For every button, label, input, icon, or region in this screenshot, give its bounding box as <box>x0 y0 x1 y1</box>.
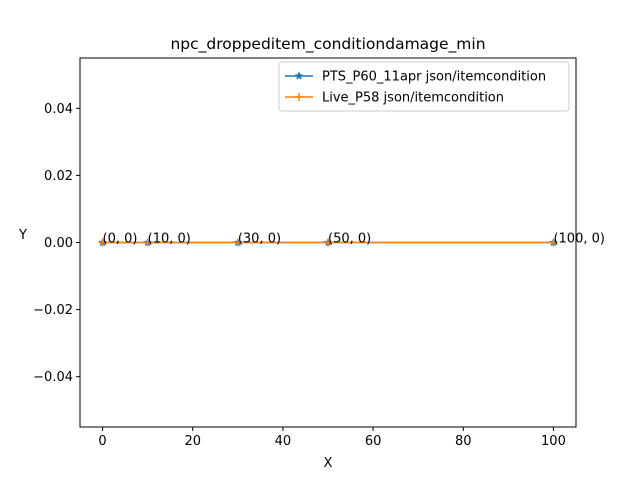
data-point <box>233 238 242 247</box>
legend-marker <box>294 71 304 80</box>
legend-label: PTS_P60_11apr json/itemcondition <box>322 70 546 85</box>
legend-box <box>278 61 570 112</box>
y-tick-label: 0.02 <box>44 169 73 184</box>
x-tick-label: 0 <box>98 434 106 449</box>
y-axis-label: Y <box>18 228 27 243</box>
plot-area: 0 20 40 60 80 100 −0.04 −0.02 0.00 0.02 0.04 (0, 0)… <box>33 57 605 449</box>
data-point <box>324 238 332 247</box>
y-tick-label: 0.00 <box>44 236 73 251</box>
chart-title: npc_droppeditem_conditiondamage_min <box>170 35 485 54</box>
y-tick-label: −0.02 <box>33 303 73 318</box>
data-point <box>549 238 558 247</box>
data-label: (50, 0) <box>328 232 371 247</box>
series-2 <box>98 238 558 247</box>
data-point <box>143 238 152 247</box>
legend: PTS_P60_11apr json/itemcondition Live_P58… <box>278 61 570 112</box>
x-tick-label: 80 <box>455 434 472 449</box>
x-axis-label: X <box>324 456 333 471</box>
y-tick-label: 0.04 <box>44 102 73 117</box>
data-label: (10, 0) <box>148 232 191 247</box>
data-label: (30, 0) <box>238 232 281 247</box>
x-tick-label: 20 <box>184 434 201 449</box>
x-tick-label: 60 <box>365 434 382 449</box>
legend-label: Live_P58 json/itemcondition <box>322 91 504 106</box>
x-tick-label: 100 <box>541 434 566 449</box>
data-label: (0, 0) <box>103 232 138 247</box>
data-label: (100, 0) <box>553 232 605 247</box>
x-tick-label: 40 <box>275 434 292 449</box>
legend-marker <box>295 93 303 101</box>
y-tick-label: −0.04 <box>33 370 73 385</box>
data-point <box>98 238 107 247</box>
